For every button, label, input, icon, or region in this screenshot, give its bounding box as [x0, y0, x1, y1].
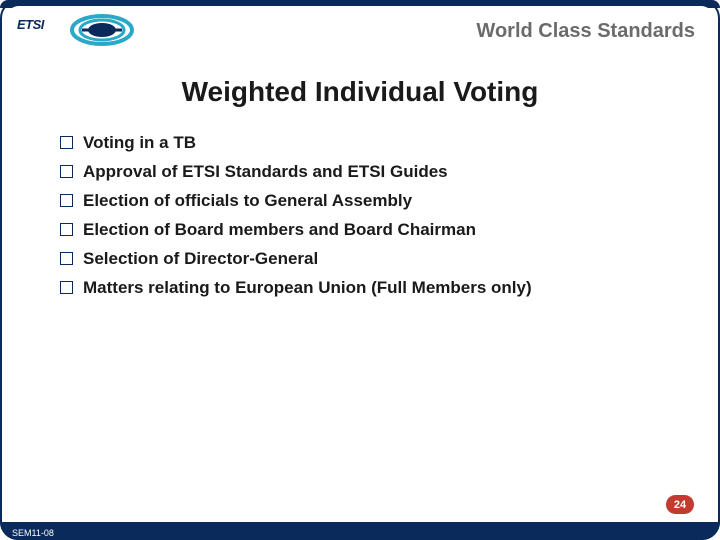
header: ETSI World Class Standards: [5, 6, 715, 56]
checkbox-icon: [60, 136, 73, 149]
list-item: Election of Board members and Board Chai…: [60, 219, 678, 242]
list-item: Approval of ETSI Standards and ETSI Guid…: [60, 161, 678, 184]
checkbox-icon: [60, 252, 73, 265]
list-item: Election of officials to General Assembl…: [60, 190, 678, 213]
checkbox-icon: [60, 223, 73, 236]
etsi-logo: ETSI: [17, 11, 167, 51]
bullet-text: Matters relating to European Union (Full…: [83, 277, 532, 300]
bullet-text: Selection of Director-General: [83, 248, 318, 271]
list-item: Selection of Director-General: [60, 248, 678, 271]
logo-text: ETSI: [17, 17, 44, 32]
bullet-text: Election of officials to General Assembl…: [83, 190, 412, 213]
footer-label: SEM11-08: [12, 528, 54, 538]
checkbox-icon: [60, 165, 73, 178]
bullet-text: Voting in a TB: [83, 132, 196, 155]
list-item: Matters relating to European Union (Full…: [60, 277, 678, 300]
slide-title: Weighted Individual Voting: [2, 76, 718, 108]
bullet-text: Approval of ETSI Standards and ETSI Guid…: [83, 161, 448, 184]
logo-swirl-icon: [65, 11, 139, 49]
bullet-text: Election of Board members and Board Chai…: [83, 219, 476, 242]
footer-bar: SEM11-08: [0, 522, 720, 540]
tagline: World Class Standards: [476, 20, 695, 43]
checkbox-icon: [60, 194, 73, 207]
checkbox-icon: [60, 281, 73, 294]
slide-frame: ETSI World Class Standards Weighted Indi…: [0, 0, 720, 540]
list-item: Voting in a TB: [60, 132, 678, 155]
page-number-badge: 24: [666, 495, 694, 514]
bullet-list: Voting in a TB Approval of ETSI Standard…: [60, 132, 678, 306]
